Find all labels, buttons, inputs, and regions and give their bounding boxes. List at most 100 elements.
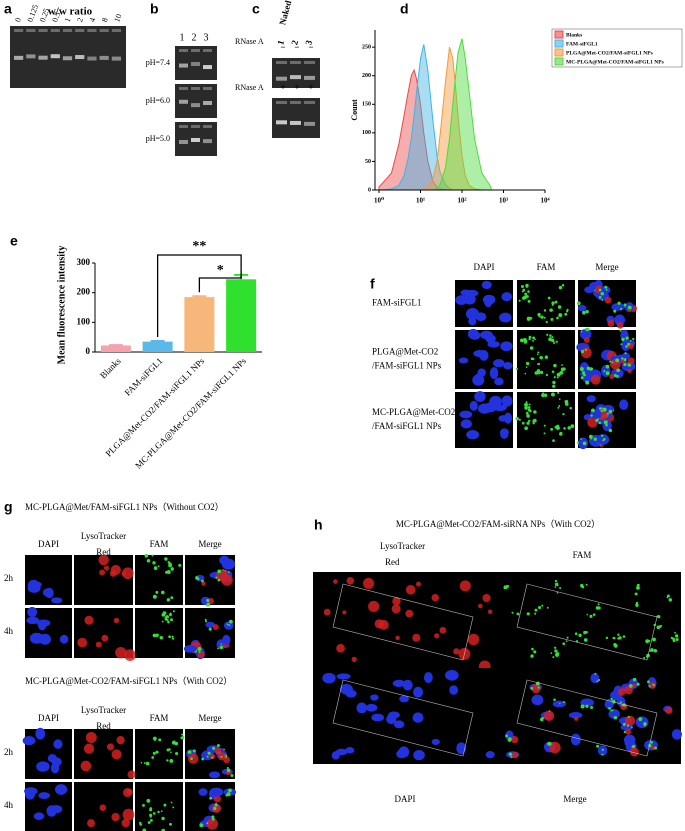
legend-swatch <box>554 39 564 48</box>
fam-signal <box>643 722 647 726</box>
nucleus <box>36 619 51 627</box>
fam-signal <box>600 291 605 296</box>
fam-signal <box>527 415 530 418</box>
y-tick-label: 200 <box>77 287 91 297</box>
fam-signal <box>187 750 192 755</box>
nucleus <box>469 331 481 340</box>
micrograph <box>497 572 681 668</box>
micrograph <box>135 555 183 605</box>
fam-signal <box>616 368 620 373</box>
panel-label: b <box>150 1 159 17</box>
fam-signal <box>597 606 601 610</box>
fam-signal <box>166 570 171 574</box>
fam-signal <box>226 768 231 772</box>
nucleus <box>493 359 505 368</box>
nucleus <box>458 357 469 364</box>
fam-signal <box>563 427 566 430</box>
y-tick-label: 300 <box>77 257 91 267</box>
column-label: DAPI <box>473 262 494 272</box>
y-axis-label: Mean fluorescence intensity <box>56 246 67 365</box>
fam-signal <box>598 679 601 682</box>
fam-signal <box>580 583 584 588</box>
nucleus <box>500 428 509 436</box>
row-label: pH=5.0 <box>146 134 170 143</box>
lyso-signal <box>363 577 375 589</box>
lyso-signal <box>213 795 221 803</box>
nucleus <box>322 672 336 684</box>
lyso-signal <box>206 818 218 830</box>
gel-well <box>26 29 36 32</box>
fam-signal <box>622 722 626 726</box>
fam-signal <box>567 426 571 430</box>
fam-signal <box>654 746 657 750</box>
fam-signal <box>609 360 612 363</box>
fam-signal <box>605 423 608 427</box>
fam-signal <box>527 290 530 293</box>
fam-signal <box>507 737 512 742</box>
lyso-signal <box>101 634 109 642</box>
fam-signal <box>211 817 215 821</box>
fam-signal <box>152 751 156 755</box>
lyso-signal <box>627 357 635 365</box>
fam-signal <box>546 333 549 336</box>
fam-signal <box>657 615 661 619</box>
nucleus <box>24 787 38 796</box>
fam-signal <box>554 579 558 583</box>
fam-signal <box>619 701 622 704</box>
column-label: Merge <box>198 539 221 549</box>
lyso-signal <box>412 633 421 642</box>
fam-signal <box>168 563 172 568</box>
row-label: 4h <box>4 626 14 636</box>
fam-signal <box>536 369 541 373</box>
y-tick-label: 200 <box>362 73 371 79</box>
fam-signal <box>613 309 617 313</box>
micrograph <box>135 729 183 779</box>
nucleus <box>503 362 513 370</box>
nucleus <box>371 713 385 722</box>
nucleus <box>365 703 378 712</box>
fam-signal <box>541 393 545 398</box>
fam-signal <box>611 361 614 364</box>
fam-signal <box>537 351 540 354</box>
significance-bracket <box>156 254 242 338</box>
fam-signal <box>580 704 585 709</box>
lyso-signal <box>587 417 598 428</box>
fam-signal <box>545 355 548 358</box>
column-label: DAPI <box>38 539 59 549</box>
nucleus <box>459 410 473 419</box>
fam-signal <box>610 709 613 712</box>
lyso-signal <box>459 580 471 592</box>
fam-signal <box>173 740 176 743</box>
nucleus <box>621 352 631 360</box>
gel-well <box>179 125 188 128</box>
fam-signal <box>585 309 589 314</box>
fam-signal <box>211 815 215 819</box>
fam-signal <box>635 601 639 605</box>
lyso-signal <box>665 706 673 715</box>
fam-signal <box>626 724 630 727</box>
nucleus <box>449 685 459 695</box>
fam-signal <box>597 603 600 606</box>
fam-signal <box>531 647 534 651</box>
fam-signal <box>602 439 605 442</box>
gel-well <box>290 61 301 64</box>
fam-signal <box>151 756 155 759</box>
fam-signal <box>225 794 228 797</box>
fam-signal <box>601 753 604 756</box>
gel-band <box>38 55 48 60</box>
nucleus <box>570 733 581 746</box>
fam-signal <box>556 652 560 655</box>
nucleus <box>183 644 197 653</box>
fam-signal <box>537 312 541 317</box>
lyso-signal <box>323 608 331 616</box>
gel-well <box>38 29 48 32</box>
fam-signal <box>541 604 544 607</box>
fam-signal <box>528 403 531 406</box>
fam-signal <box>538 605 542 610</box>
lyso-signal <box>336 643 345 653</box>
fam-signal <box>621 357 624 360</box>
fam-signal <box>201 579 204 583</box>
lane-label: 2 <box>75 16 85 23</box>
fam-signal <box>518 299 521 302</box>
fam-signal <box>226 766 229 769</box>
